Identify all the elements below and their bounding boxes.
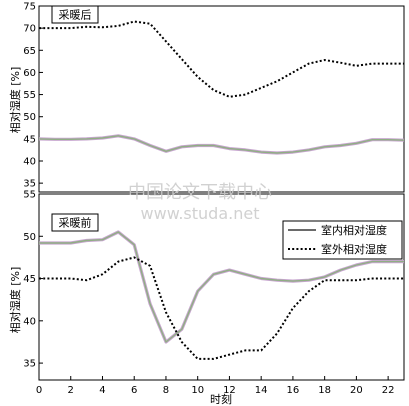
y-tick-label: 50 (23, 232, 36, 243)
x-tick-label: 4 (99, 385, 105, 396)
before-heating-y-ticks: 35 40 45 50 55 (23, 190, 43, 370)
x-tick-label: 8 (163, 385, 169, 396)
after-heating-plot-frame (38, 5, 405, 193)
series-line-indoor (38, 135, 405, 154)
x-tick-label: 20 (350, 385, 363, 396)
before-heating-plot-frame (38, 193, 405, 381)
before-heating-lines (39, 230, 404, 360)
y-tick-label: 45 (23, 134, 36, 145)
after-heating-lines (38, 20, 405, 155)
x-tick-label: 14 (255, 385, 268, 396)
x-tick-label: 22 (382, 385, 395, 396)
watermark-line-1: 中国论文下载中心 (128, 182, 272, 203)
y-tick-label: 65 (23, 46, 36, 57)
x-axis-label: 时刻 (210, 392, 232, 406)
x-tick-label: 6 (131, 385, 137, 396)
after-heating-title-box: 采暖后 (51, 5, 99, 24)
y-tick-label: 55 (23, 90, 36, 101)
legend-label-outdoor: 室外相对湿度 (321, 242, 387, 256)
before-heating-title: 采暖前 (59, 216, 92, 230)
series-line-indoor (39, 231, 404, 343)
series-line-outdoor (39, 20, 404, 98)
x-tick-label: 0 (36, 385, 42, 396)
y-tick-label: 35 (23, 179, 36, 190)
watermark: 中国论文下载中心 www.studa.net (128, 182, 272, 223)
y-tick-label: 70 (23, 24, 36, 35)
y-tick-label: 40 (23, 316, 36, 327)
after-heating-y-ticks: 35 40 45 50 55 60 65 70 75 (23, 2, 43, 190)
watermark-line-2: www.studa.net (141, 204, 260, 223)
series-line-outdoor (39, 256, 404, 360)
before-heating-panel: 35 40 45 50 55 0 2 4 6 8 10 12 14 16 18 20 22 采暖前 相对湿度 … (8, 190, 405, 406)
y-tick-label: 40 (23, 157, 36, 168)
after-heating-panel: 35 40 45 50 55 60 65 70 75 采暖后 相对湿度 [%] (8, 2, 405, 193)
x-tick-label: 12 (223, 385, 236, 396)
before-heating-title-box: 采暖前 (51, 213, 99, 232)
y-tick-label: 55 (23, 190, 36, 201)
y-tick-label: 45 (23, 274, 36, 285)
x-tick-label: 10 (191, 385, 204, 396)
x-axis-ticks: 0 2 4 6 8 10 12 14 16 18 20 22 (36, 376, 395, 396)
legend-label-indoor: 室内相对湿度 (321, 223, 387, 237)
legend: 室内相对湿度 室外相对湿度 (282, 220, 403, 260)
x-tick-label: 16 (287, 385, 300, 396)
after-heating-y-axis-label: 相对湿度 [%] (8, 67, 22, 134)
y-tick-label: 75 (23, 2, 36, 13)
y-tick-label: 60 (23, 68, 36, 79)
x-tick-label: 18 (318, 385, 331, 396)
after-heating-title: 采暖后 (59, 9, 92, 22)
x-tick-label: 2 (68, 385, 74, 396)
y-tick-label: 50 (23, 112, 36, 123)
before-heating-y-axis-label: 相对湿度 [%] (8, 267, 22, 334)
y-tick-label: 35 (23, 359, 36, 370)
